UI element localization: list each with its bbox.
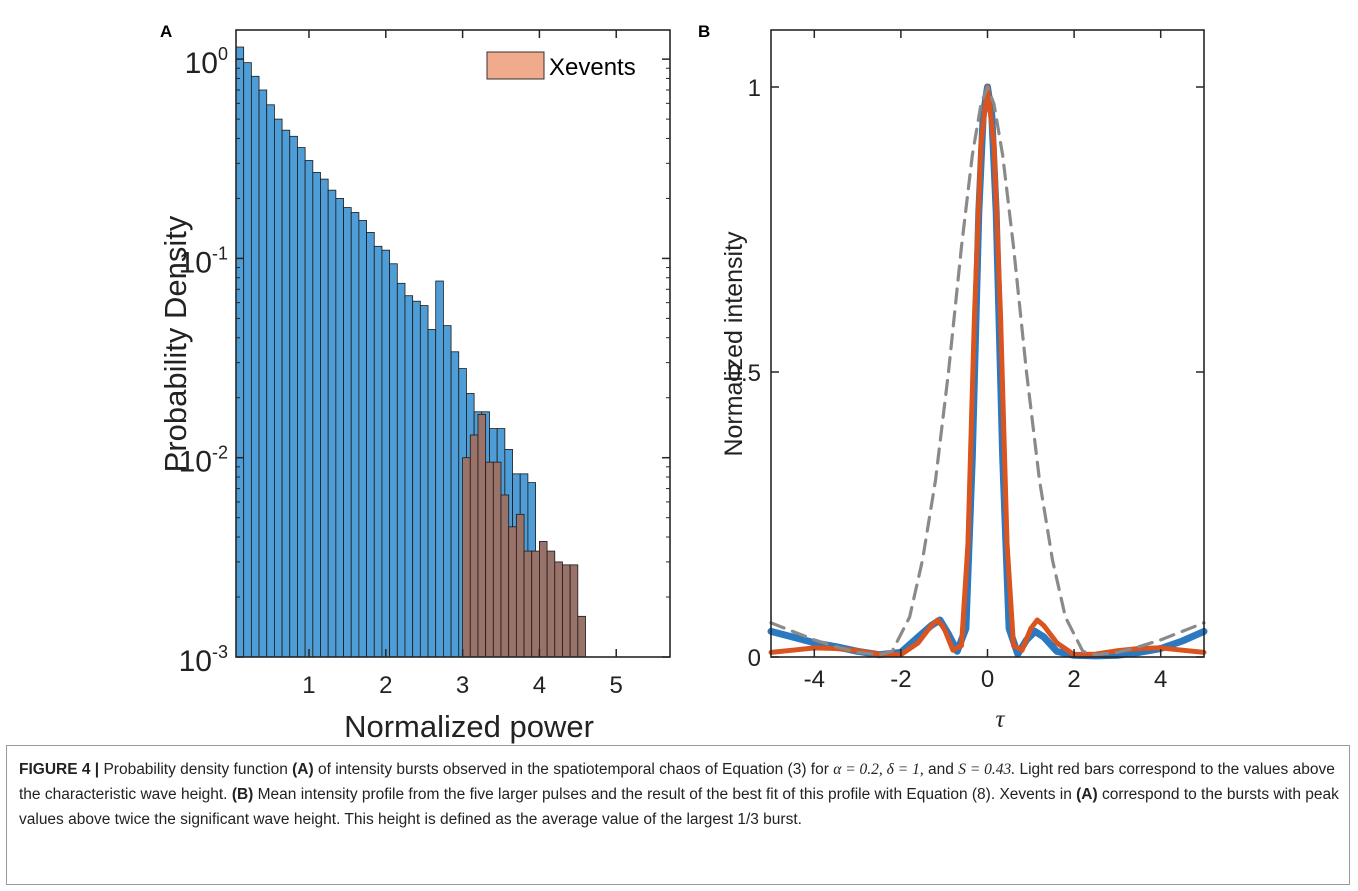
panel-b-lines — [767, 83, 1208, 660]
panel-b-ticks: -4 -2 0 2 4 0 0.5 1 — [728, 30, 1204, 693]
legend-swatch-xevents — [486, 51, 545, 80]
caption-text: and — [923, 761, 959, 778]
histogram-bar — [289, 135, 298, 658]
histogram-bar — [274, 118, 283, 658]
xevents-bar — [577, 615, 586, 658]
legend-label-xevents: Xevents — [549, 54, 636, 81]
dashed-envelope-line — [769, 85, 1206, 657]
histogram-bar — [250, 75, 260, 658]
panel-a-letter: A — [160, 22, 172, 41]
histogram-bar — [381, 249, 391, 658]
xevents-bar — [469, 434, 479, 658]
panel-b-y-axis-title: Normalized intensity — [720, 231, 748, 457]
panel-a-plot-frame — [235, 29, 671, 658]
histogram-bar — [343, 207, 352, 658]
caption-text: correspond to the bursts with peak value… — [19, 786, 1339, 828]
panel-a-legend: Xevents — [486, 51, 636, 81]
xevents-bar — [562, 564, 571, 658]
caption-box: FIGURE 4 | Probability density function … — [6, 745, 1350, 885]
histogram-bar — [266, 104, 275, 658]
caption-figure-label: FIGURE 4 | — [19, 761, 100, 778]
xevents-bar — [515, 513, 525, 658]
y-tick-label: 10-2 — [179, 443, 228, 479]
x-tick-label: 1 — [302, 672, 315, 699]
histogram-bar — [389, 263, 398, 658]
caption-math: S = 0.43. — [958, 761, 1016, 778]
histogram-bar — [450, 351, 460, 658]
histogram-bar — [412, 300, 421, 658]
x-tick-label: -2 — [890, 666, 911, 693]
xevents-bar — [462, 457, 471, 658]
panel-a-x-axis-title: Normalized power — [344, 709, 594, 744]
xevents-bar — [492, 461, 502, 658]
panel-b-plot-frame — [770, 29, 1205, 658]
histogram-bar — [427, 329, 437, 658]
xevents-bar — [477, 413, 487, 658]
histogram-bar — [435, 280, 444, 658]
x-tick-label: 0 — [981, 666, 994, 693]
caption-ref: (B) — [231, 786, 254, 803]
x-tick-label: 4 — [1154, 666, 1167, 693]
histogram-bar — [243, 62, 252, 658]
caption-ref: (A) — [292, 761, 314, 778]
histogram-bar — [396, 282, 406, 658]
histogram-bar — [404, 295, 414, 658]
histogram-bar — [373, 245, 383, 658]
caption-math: α = 0.2, δ = 1, — [833, 761, 924, 778]
x-tick-label: 5 — [610, 672, 623, 699]
caption-text: Light red bars correspond to the values … — [19, 761, 1335, 803]
panel-b: B -4 -2 0 2 4 0 0.5 1 τ Normalized intensity — [698, 22, 1208, 733]
y-tick-label: 0.5 — [728, 360, 761, 387]
xevents-bar — [546, 550, 556, 658]
histogram-bar — [320, 178, 329, 658]
y-tick-label: 10-1 — [179, 243, 228, 279]
histogram-bar — [366, 232, 375, 658]
xevents-bar — [523, 550, 533, 658]
histogram-bar — [335, 198, 344, 658]
xevents-bar — [508, 526, 517, 658]
panel-a: A 1 2 3 4 5 100 10-1 10-2 10-3 Xevents Normalize… — [158, 22, 671, 744]
x-tick-label: 3 — [456, 672, 469, 699]
histogram-bar — [304, 160, 314, 658]
histogram-bar — [297, 147, 306, 658]
best-fit-line — [768, 84, 1207, 658]
x-tick-label: 2 — [379, 672, 392, 699]
y-tick-label: 1 — [748, 75, 761, 102]
xevents-bar — [500, 494, 510, 658]
xevents-bar — [569, 564, 579, 658]
histogram-bar — [258, 89, 268, 658]
x-tick-label: -4 — [804, 666, 825, 693]
histogram-bar — [350, 212, 360, 658]
xevents-bar — [554, 561, 563, 658]
xevents-bar — [485, 461, 494, 658]
histogram-bar — [327, 189, 337, 658]
y-tick-label: 0 — [748, 645, 761, 672]
x-tick-label: 4 — [533, 672, 546, 699]
caption-text: of intensity bursts observed in the spat… — [313, 761, 834, 778]
histogram-bar — [281, 129, 291, 658]
caption-text: Mean intensity profile from the five lar… — [253, 786, 1077, 803]
histogram-bar — [442, 325, 452, 658]
x-tick-label: 2 — [1067, 666, 1080, 693]
caption-text: Probability density function — [99, 761, 293, 778]
histogram-bar — [358, 220, 367, 658]
xevents-bar — [531, 550, 540, 658]
panel-a-y-axis-title: Probability Density — [158, 215, 193, 472]
panel-b-letter: B — [698, 22, 710, 41]
panel-a-bars — [235, 46, 586, 658]
panel-a-ticks: 1 2 3 4 5 100 10-1 10-2 10-3 — [179, 30, 670, 699]
panel-b-x-axis-title: τ — [996, 706, 1006, 733]
figure-caption: FIGURE 4 | Probability density function … — [19, 757, 1339, 832]
xevents-bar — [539, 541, 548, 658]
caption-ref: (A) — [1076, 786, 1098, 803]
histogram-bar — [312, 172, 321, 658]
mean-intensity-profile-line — [767, 83, 1208, 660]
y-tick-label: 100 — [185, 44, 228, 80]
y-tick-label: 10-3 — [179, 642, 228, 678]
histogram-bar — [419, 305, 429, 658]
